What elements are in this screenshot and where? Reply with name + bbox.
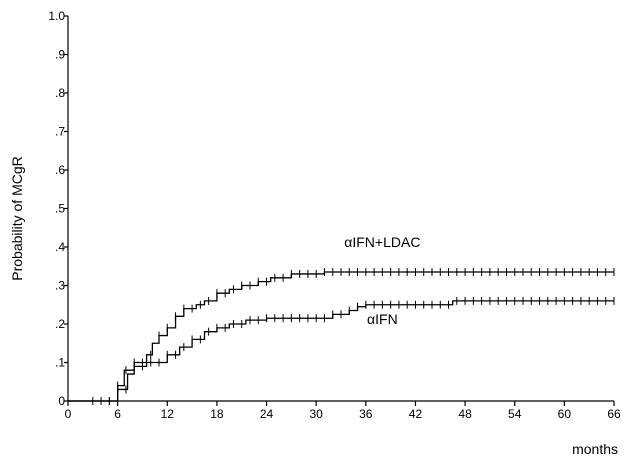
series-layer: αIFN+LDAC αIFN bbox=[68, 234, 615, 405]
y-axis-label: Probability of MCgR bbox=[9, 156, 25, 281]
y-tick-label: .3 bbox=[55, 279, 65, 293]
x-tick-label: 6 bbox=[114, 407, 121, 421]
y-tick-label: .5 bbox=[55, 202, 65, 216]
x-tick-label: 30 bbox=[310, 407, 324, 421]
x-ticks: 0 6 12 18 24 30 36 42 48 54 60 66 bbox=[65, 401, 621, 421]
y-tick-label: .9 bbox=[55, 48, 65, 62]
series-1: αIFN+LDAC bbox=[68, 234, 615, 405]
x-tick-label: 54 bbox=[508, 407, 522, 421]
y-ticks: 0 .1 .2 .3 .4 .5 .6 .7 .8 .9 1.0 bbox=[48, 9, 68, 408]
y-tick-label: .7 bbox=[55, 125, 65, 139]
y-tick-label: .6 bbox=[55, 163, 65, 177]
x-tick-label: 18 bbox=[210, 407, 224, 421]
x-tick-label: 42 bbox=[409, 407, 423, 421]
y-tick-label: .4 bbox=[55, 240, 65, 254]
series-line bbox=[68, 271, 614, 402]
x-tick-label: 48 bbox=[458, 407, 472, 421]
y-tick-label: 1.0 bbox=[48, 9, 65, 23]
x-tick-label: 24 bbox=[260, 407, 274, 421]
y-tick-label: 0 bbox=[58, 394, 65, 408]
y-tick-label: .8 bbox=[55, 86, 65, 100]
series-label: αIFN+LDAC bbox=[344, 234, 420, 250]
x-tick-label: 60 bbox=[558, 407, 572, 421]
x-tick-label: 12 bbox=[161, 407, 175, 421]
x-axis-label: months bbox=[572, 441, 618, 457]
x-tick-label: 36 bbox=[359, 407, 373, 421]
x-tick-label: 66 bbox=[607, 407, 621, 421]
y-tick-label: .2 bbox=[55, 317, 65, 331]
series-label: αIFN bbox=[367, 311, 398, 327]
y-tick-label: .1 bbox=[55, 356, 65, 370]
axes: 0 .1 .2 .3 .4 .5 .6 .7 .8 .9 1.0 0 6 12 18 24 30 36 42 48 5… bbox=[48, 9, 621, 421]
series-2: αIFN bbox=[68, 296, 615, 405]
x-tick-label: 0 bbox=[65, 407, 72, 421]
